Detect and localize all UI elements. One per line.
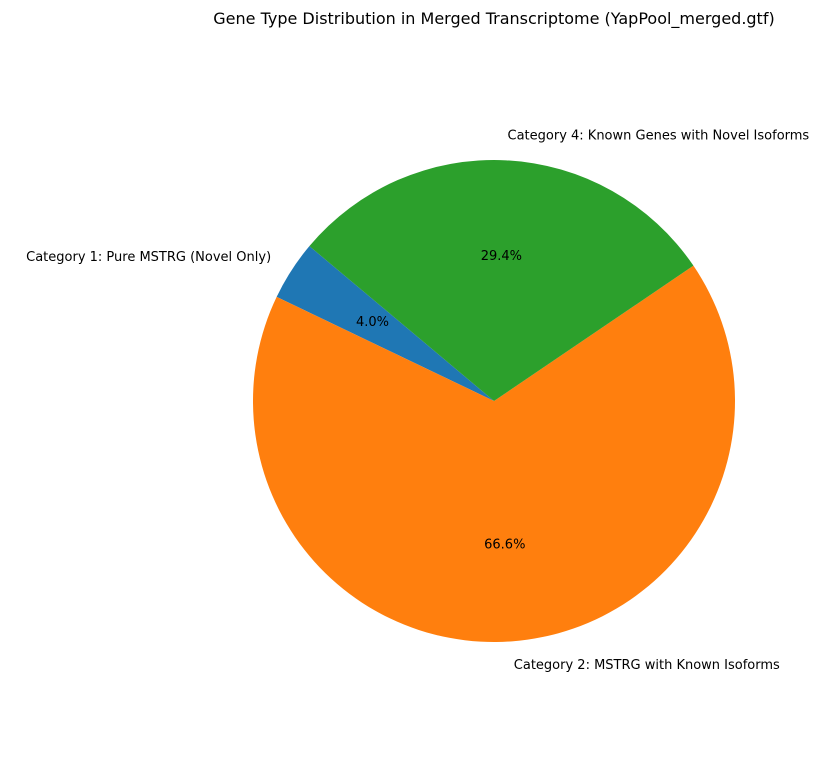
slice-label-category-2-mstrg-with-known-isoforms: Category 2: MSTRG with Known Isoforms [514, 658, 780, 673]
pie-slice-category-1-pure-mstrg-novel-only [276, 246, 494, 401]
pie-labels: Category 1: Pure MSTRG (Novel Only) 4.0% C… [26, 129, 809, 673]
pie-slice-category-4-known-genes-with-novel-isoforms [309, 159, 694, 401]
pie-slice-category-2-mstrg-with-known-isoforms [253, 265, 736, 642]
slice-label-category-1-pure-mstrg-novel-only: Category 1: Pure MSTRG (Novel Only) [26, 250, 271, 265]
slice-percent-category-1-pure-mstrg-novel-only: 4.0% [356, 315, 389, 330]
chart-title: Gene Type Distribution in Merged Transcr… [213, 9, 774, 29]
pie-slices [253, 159, 736, 642]
slice-percent-category-2-mstrg-with-known-isoforms: 66.6% [484, 538, 525, 553]
slice-percent-category-4-known-genes-with-novel-isoforms: 29.4% [481, 249, 522, 264]
slice-label-category-4-known-genes-with-novel-isoforms: Category 4: Known Genes with Novel Isofo… [508, 129, 810, 144]
